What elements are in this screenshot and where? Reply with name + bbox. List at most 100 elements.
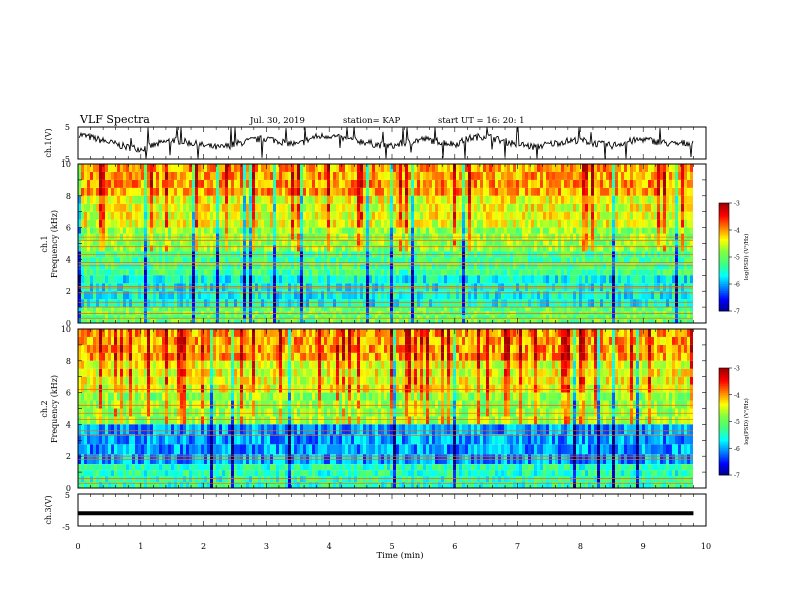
ch1-spectrogram-cell	[489, 188, 492, 196]
ch1-spectrogram-cell	[513, 164, 516, 172]
ch1-spectrogram-cell	[609, 188, 612, 196]
ch1-spectrogram-cell	[495, 204, 498, 212]
ch1-spectrogram-cell	[600, 307, 603, 311]
ch1-spectrogram-cell	[111, 212, 114, 220]
ch1-spectrogram-cell	[288, 172, 291, 180]
ch1-spectrogram-cell	[342, 275, 345, 283]
ch1-spectrogram-cell	[408, 263, 411, 269]
ch1-spectrogram-cell	[219, 283, 222, 291]
ch1-spectrogram-cell	[159, 172, 162, 180]
ch1-spectrogram-cell	[495, 307, 498, 311]
ch1-spectrogram-cell	[243, 234, 246, 240]
ch1-spectrogram-cell	[459, 164, 462, 172]
ch1-spectrogram-cell	[114, 299, 117, 307]
ch1-spectrogram-cell	[135, 269, 138, 275]
ch1-spectrogram-cell	[615, 212, 618, 220]
ch1-spectrogram-cell	[108, 269, 111, 275]
ch1-spectrogram-cell	[198, 228, 201, 234]
ch1-spectrogram-cell	[498, 234, 501, 240]
ch1-spectrogram-cell	[591, 263, 594, 269]
ch1-spectrogram-cell	[651, 188, 654, 196]
ch1-spectrogram-cell	[564, 180, 567, 188]
ch1-spectrogram-cell	[531, 275, 534, 283]
ch1-spectrogram-cell	[375, 172, 378, 180]
ch1-spectrogram-cell	[246, 180, 249, 188]
ch1-spectrogram-cell	[309, 299, 312, 307]
ch1-spectrogram-cell	[423, 164, 426, 172]
ch1-spectrogram-cell	[594, 220, 597, 228]
ch1-spectrogram-cell	[489, 269, 492, 275]
ch1-spectrogram-cell	[333, 275, 336, 283]
ch1-spectrogram-cell	[678, 220, 681, 228]
ch1-spectrogram-cell	[657, 275, 660, 283]
ch1-spectrogram-cell	[396, 307, 399, 311]
ch1-spectrogram-cell	[210, 283, 213, 291]
ch1-spectrogram-cell	[372, 188, 375, 196]
ch1-spectrogram-cell	[252, 307, 255, 311]
ch1-spectrogram-cell	[144, 283, 147, 291]
ch1-spectrogram-cell	[303, 299, 306, 307]
ch1-spectrogram-cell	[396, 228, 399, 234]
ch1-spectrogram-cell	[657, 180, 660, 188]
ch1-spectrogram-cell	[213, 299, 216, 307]
ch1-spectrogram-cell	[636, 196, 639, 204]
ch1-spectrogram-cell	[108, 172, 111, 180]
ch1-spectrogram-cell	[363, 269, 366, 275]
ch1-spectrogram-cell	[345, 196, 348, 204]
ch1-spectrogram-cell	[684, 180, 687, 188]
ch1-spectrogram-cell	[129, 204, 132, 212]
ch1-spectrogram-cell	[153, 204, 156, 212]
ch1-spectrogram-cell	[615, 180, 618, 188]
ch1-spectrogram-cell	[390, 196, 393, 204]
ch1-spectrogram-cell	[477, 204, 480, 212]
ch1-spectrogram-cell	[651, 234, 654, 240]
ch1-spectrogram-cell	[474, 164, 477, 172]
ch1-spectrogram-cell	[474, 263, 477, 269]
ch1-spectrogram-cell	[162, 212, 165, 220]
ch1-spectrogram-cell	[405, 299, 408, 307]
ch1-spectrogram-cell	[246, 212, 249, 220]
ch1-spectrogram-cell	[579, 275, 582, 283]
ch1-spectrogram-cell	[141, 234, 144, 240]
ch1-spectrogram-cell	[378, 212, 381, 220]
ch1-spectrogram-cell	[654, 180, 657, 188]
ch1-spectrogram-cell	[354, 212, 357, 220]
ch1-spectrogram-cell	[363, 228, 366, 234]
ch1-spectrogram-cell	[339, 283, 342, 291]
ch1-spectrogram-cell	[645, 234, 648, 240]
ch1-spectrogram-cell	[93, 263, 96, 269]
ch1-spectrogram-cell	[537, 188, 540, 196]
ch1-spectrogram-cell	[321, 234, 324, 240]
ch1-spectrogram-cell	[546, 307, 549, 311]
ch1-spectrogram-cell	[591, 234, 594, 240]
ch1-spectrogram-cell	[423, 188, 426, 196]
ch1-spectrogram-cell	[354, 234, 357, 240]
ch1-spectrogram-cell	[477, 180, 480, 188]
ch1-spectrogram-cell	[246, 234, 249, 240]
ch1-spectrogram-cell	[114, 307, 117, 311]
ch1-spectrogram-cell	[102, 188, 105, 196]
ch1-spectrogram-cell	[312, 269, 315, 275]
ch1-spectrogram-cell	[603, 269, 606, 275]
ch1-spectrogram-cell	[348, 220, 351, 228]
ch1-spectrogram-cell	[363, 234, 366, 240]
ch1-spectrogram-cell	[162, 319, 165, 323]
ch1-spectrogram-cell	[468, 228, 471, 234]
ch1-spectrogram-cell	[93, 319, 96, 323]
ch1-spectrogram-cell	[669, 212, 672, 220]
ch1-spectrogram-cell	[630, 263, 633, 269]
ch1-spectrogram-cell	[360, 299, 363, 307]
ch1-spectrogram-cell	[198, 263, 201, 269]
ch1-spectrogram-cell	[672, 228, 675, 234]
ch1-spectrogram-cell	[87, 204, 90, 212]
ch1-spectrogram-cell	[174, 275, 177, 283]
ch1-spectrogram-cell	[102, 220, 105, 228]
ch1-spectrogram-cell	[150, 180, 153, 188]
ch1-spectrogram-cell	[669, 228, 672, 234]
ch1-spectrogram-cell	[636, 180, 639, 188]
ch1-spectrogram-cell	[228, 283, 231, 291]
ch1-spectrogram-cell	[189, 269, 192, 275]
ch1-spectrogram-cell	[252, 234, 255, 240]
ch1-spectrogram-cell	[381, 275, 384, 283]
ch1-spectrogram-cell	[675, 234, 678, 240]
